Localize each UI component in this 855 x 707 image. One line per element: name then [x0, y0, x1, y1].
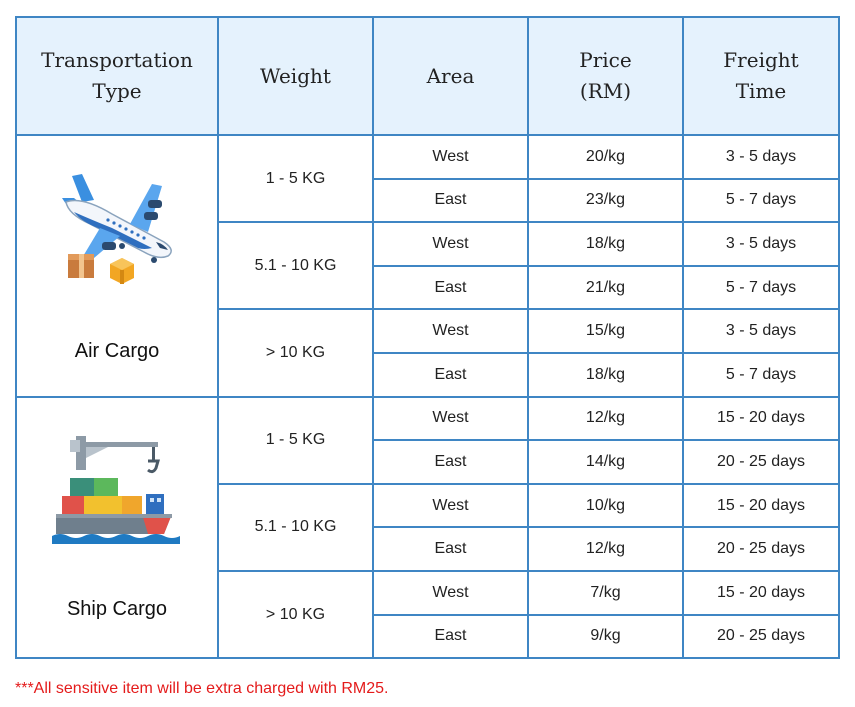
weight-cell: > 10 KG [217, 569, 374, 660]
table-row: Air Cargo 1 - 5 KG West 20/kg 3 - 5 days [15, 133, 840, 398]
price-cell: 18/kg [527, 351, 684, 398]
header-row: Transportation Type Weight Area Price (R… [15, 16, 840, 136]
table-row: Ship Cargo 1 - 5 KG West 12/kg 15 - 20 d… [15, 395, 840, 660]
price-cell: 23/kg [527, 177, 684, 224]
area-cell: West [372, 482, 529, 529]
price-cell: 20/kg [527, 134, 684, 180]
area-cell: East [372, 526, 529, 572]
freight-time-cell: 20 - 25 days [682, 613, 840, 660]
table-row: > 10 KG West 15/kg 3 - 5 days [16, 308, 840, 398]
air-cargo-label: Air Cargo [74, 340, 160, 362]
area-cell: West [372, 308, 529, 354]
shipping-rates-table: Transportation Type Weight Area Price (R… [15, 16, 840, 660]
freight-time-cell: 20 - 25 days [682, 439, 840, 485]
table-row: East 14/kg 20 - 25 days [16, 439, 840, 485]
cargo-ship-with-crane-icon [52, 435, 180, 544]
header-area: Area [372, 16, 529, 136]
area-cell: East [372, 264, 529, 311]
freight-time-cell: 15 - 20 days [682, 395, 840, 442]
ship-cargo-cell: Ship Cargo [15, 395, 219, 660]
freight-time-cell: 3 - 5 days [682, 308, 840, 354]
area-cell: West [372, 569, 529, 616]
area-cell: West [372, 221, 529, 267]
header-weight: Weight [217, 16, 374, 136]
price-cell: 14/kg [527, 439, 684, 485]
freight-time-cell: 5 - 7 days [682, 177, 840, 224]
table-row: East 12/kg 20 - 25 days [16, 526, 840, 572]
weight-cell: 1 - 5 KG [217, 133, 374, 224]
weight-cell: 1 - 5 KG [217, 395, 374, 485]
table-row: East 21/kg 5 - 7 days [16, 264, 840, 311]
header-freight-time: Freight Time [682, 16, 840, 136]
area-cell: West [372, 395, 529, 442]
area-cell: East [372, 351, 529, 398]
ship-cargo-label: Ship Cargo [66, 597, 168, 620]
price-cell: 7/kg [527, 569, 684, 616]
header-transportation-type: Transportation Type [15, 16, 219, 136]
area-cell: East [372, 177, 529, 224]
price-cell: 18/kg [527, 221, 684, 267]
area-cell: East [372, 439, 529, 485]
freight-time-cell: 3 - 5 days [682, 221, 840, 267]
freight-time-cell: 15 - 20 days [682, 569, 840, 616]
freight-time-cell: 5 - 7 days [682, 351, 840, 398]
price-cell: 21/kg [527, 264, 684, 311]
table-row: 5.1 - 10 KG West 18/kg 3 - 5 days [16, 221, 840, 311]
header-price: Price (RM) [527, 16, 684, 136]
area-cell: West [372, 134, 529, 180]
air-cargo-cell: Air Cargo [15, 134, 219, 398]
surcharge-note: ***All sensitive item will be extra char… [15, 680, 389, 697]
price-cell: 9/kg [527, 613, 684, 660]
price-cell: 10/kg [527, 482, 684, 529]
table-row: 5.1 - 10 KG West 10/kg 15 - 20 days [16, 482, 840, 572]
price-cell: 12/kg [527, 395, 684, 442]
price-cell: 15/kg [527, 308, 684, 354]
weight-cell: 5.1 - 10 KG [217, 482, 374, 572]
table-row: East 9/kg 20 - 25 days [16, 613, 840, 660]
freight-time-cell: 15 - 20 days [682, 482, 840, 529]
area-cell: East [372, 613, 529, 660]
weight-cell: > 10 KG [217, 308, 374, 398]
table-row: East 18/kg 5 - 7 days [16, 351, 840, 398]
price-cell: 12/kg [527, 526, 684, 572]
table-row: > 10 KG West 7/kg 15 - 20 days [16, 569, 840, 660]
freight-time-cell: 3 - 5 days [682, 134, 840, 180]
weight-cell: 5.1 - 10 KG [217, 221, 374, 311]
freight-time-cell: 5 - 7 days [682, 264, 840, 311]
table-row: East 23/kg 5 - 7 days [16, 177, 840, 224]
freight-time-cell: 20 - 25 days [682, 526, 840, 572]
airplane-with-boxes-icon [62, 174, 172, 284]
